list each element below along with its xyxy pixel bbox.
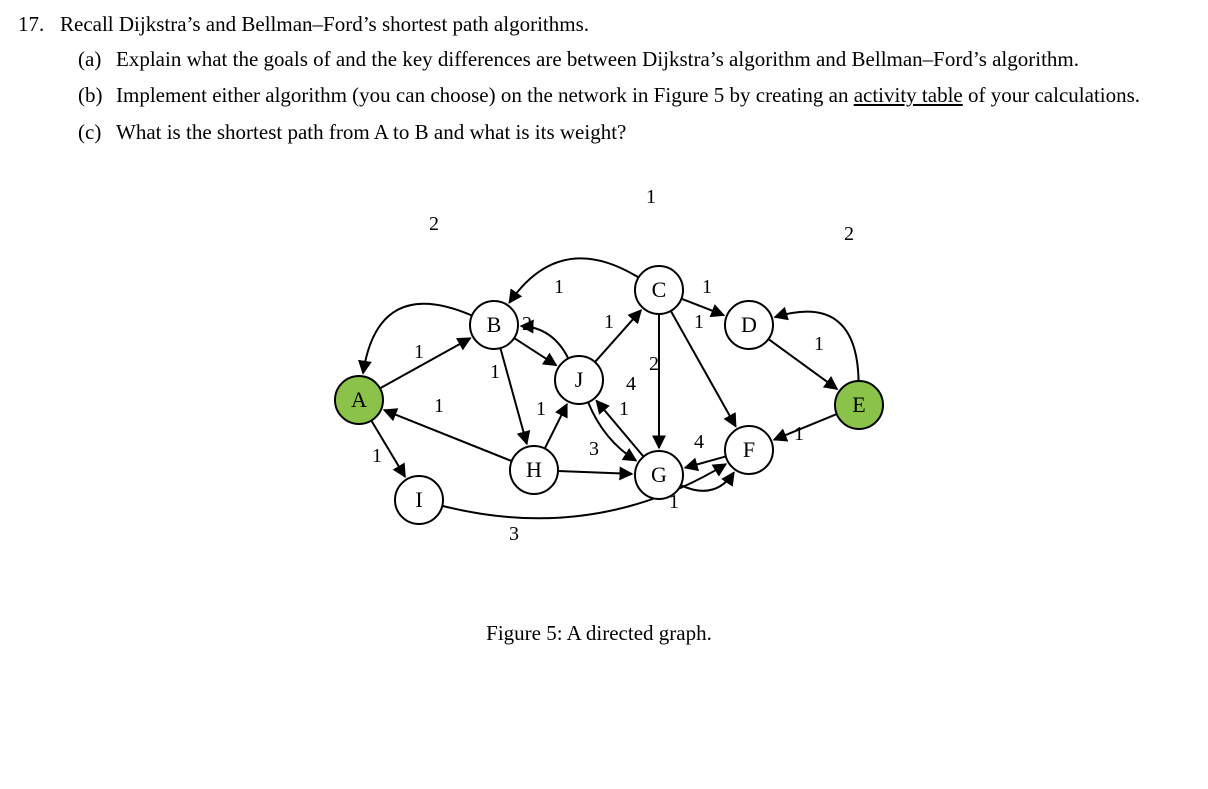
svg-text:3: 3 <box>589 438 599 460</box>
subpart-b-text-after: of your calculations. <box>963 83 1140 107</box>
svg-text:1: 1 <box>536 398 546 420</box>
subpart-c-body: What is the shortest path from A to B an… <box>116 118 1180 146</box>
svg-text:1: 1 <box>490 361 500 383</box>
svg-text:1: 1 <box>434 395 444 417</box>
svg-text:1: 1 <box>554 276 564 298</box>
svg-text:J: J <box>575 367 584 392</box>
figure: 1211111211214113111342ABCDEFGHIJ Figure … <box>18 180 1180 646</box>
subpart-b-underline: activity table <box>854 83 963 107</box>
svg-text:4: 4 <box>626 373 636 395</box>
svg-text:A: A <box>351 387 367 412</box>
subpart-b-text-before: Implement either algorithm (you can choo… <box>116 83 854 107</box>
svg-text:1: 1 <box>794 423 804 445</box>
svg-text:1: 1 <box>619 398 629 420</box>
svg-text:G: G <box>651 462 667 487</box>
svg-text:1: 1 <box>372 445 382 467</box>
question-number: 17. <box>18 12 56 37</box>
svg-text:2: 2 <box>429 213 439 235</box>
subpart-b: (b) Implement either algorithm (you can … <box>78 81 1180 109</box>
svg-text:1: 1 <box>646 186 656 208</box>
svg-text:H: H <box>526 457 542 482</box>
svg-text:1: 1 <box>814 333 824 355</box>
figure-caption: Figure 5: A directed graph. <box>18 621 1180 646</box>
svg-text:1: 1 <box>702 276 712 298</box>
question-block: 17. Recall Dijkstra’s and Bellman–Ford’s… <box>18 12 1180 37</box>
subpart-c-text: What is the shortest path from A to B an… <box>116 120 626 144</box>
svg-text:1: 1 <box>694 311 704 333</box>
subpart-a-body: Explain what the goals of and the key di… <box>116 45 1180 73</box>
subpart-c-label: (c) <box>78 118 116 146</box>
page: 17. Recall Dijkstra’s and Bellman–Ford’s… <box>0 0 1208 666</box>
subparts: (a) Explain what the goals of and the ke… <box>78 45 1180 146</box>
svg-text:1: 1 <box>414 341 424 363</box>
subpart-b-body: Implement either algorithm (you can choo… <box>116 81 1180 109</box>
subpart-b-label: (b) <box>78 81 116 109</box>
subpart-a: (a) Explain what the goals of and the ke… <box>78 45 1180 73</box>
svg-text:B: B <box>487 312 502 337</box>
svg-text:2: 2 <box>522 313 532 335</box>
svg-text:I: I <box>415 487 422 512</box>
subpart-c: (c) What is the shortest path from A to … <box>78 118 1180 146</box>
svg-text:4: 4 <box>694 431 704 453</box>
svg-text:C: C <box>652 277 667 302</box>
svg-text:2: 2 <box>649 353 659 375</box>
svg-text:3: 3 <box>509 523 519 545</box>
subpart-a-label: (a) <box>78 45 116 73</box>
subpart-a-text: Explain what the goals of and the key di… <box>116 47 1079 71</box>
question-prompt: Recall Dijkstra’s and Bellman–Ford’s sho… <box>60 12 589 37</box>
svg-text:E: E <box>852 392 865 417</box>
svg-text:2: 2 <box>844 223 854 245</box>
directed-graph: 1211111211214113111342ABCDEFGHIJ <box>279 180 919 600</box>
svg-text:D: D <box>741 312 757 337</box>
svg-text:F: F <box>743 437 755 462</box>
svg-text:1: 1 <box>604 311 614 333</box>
